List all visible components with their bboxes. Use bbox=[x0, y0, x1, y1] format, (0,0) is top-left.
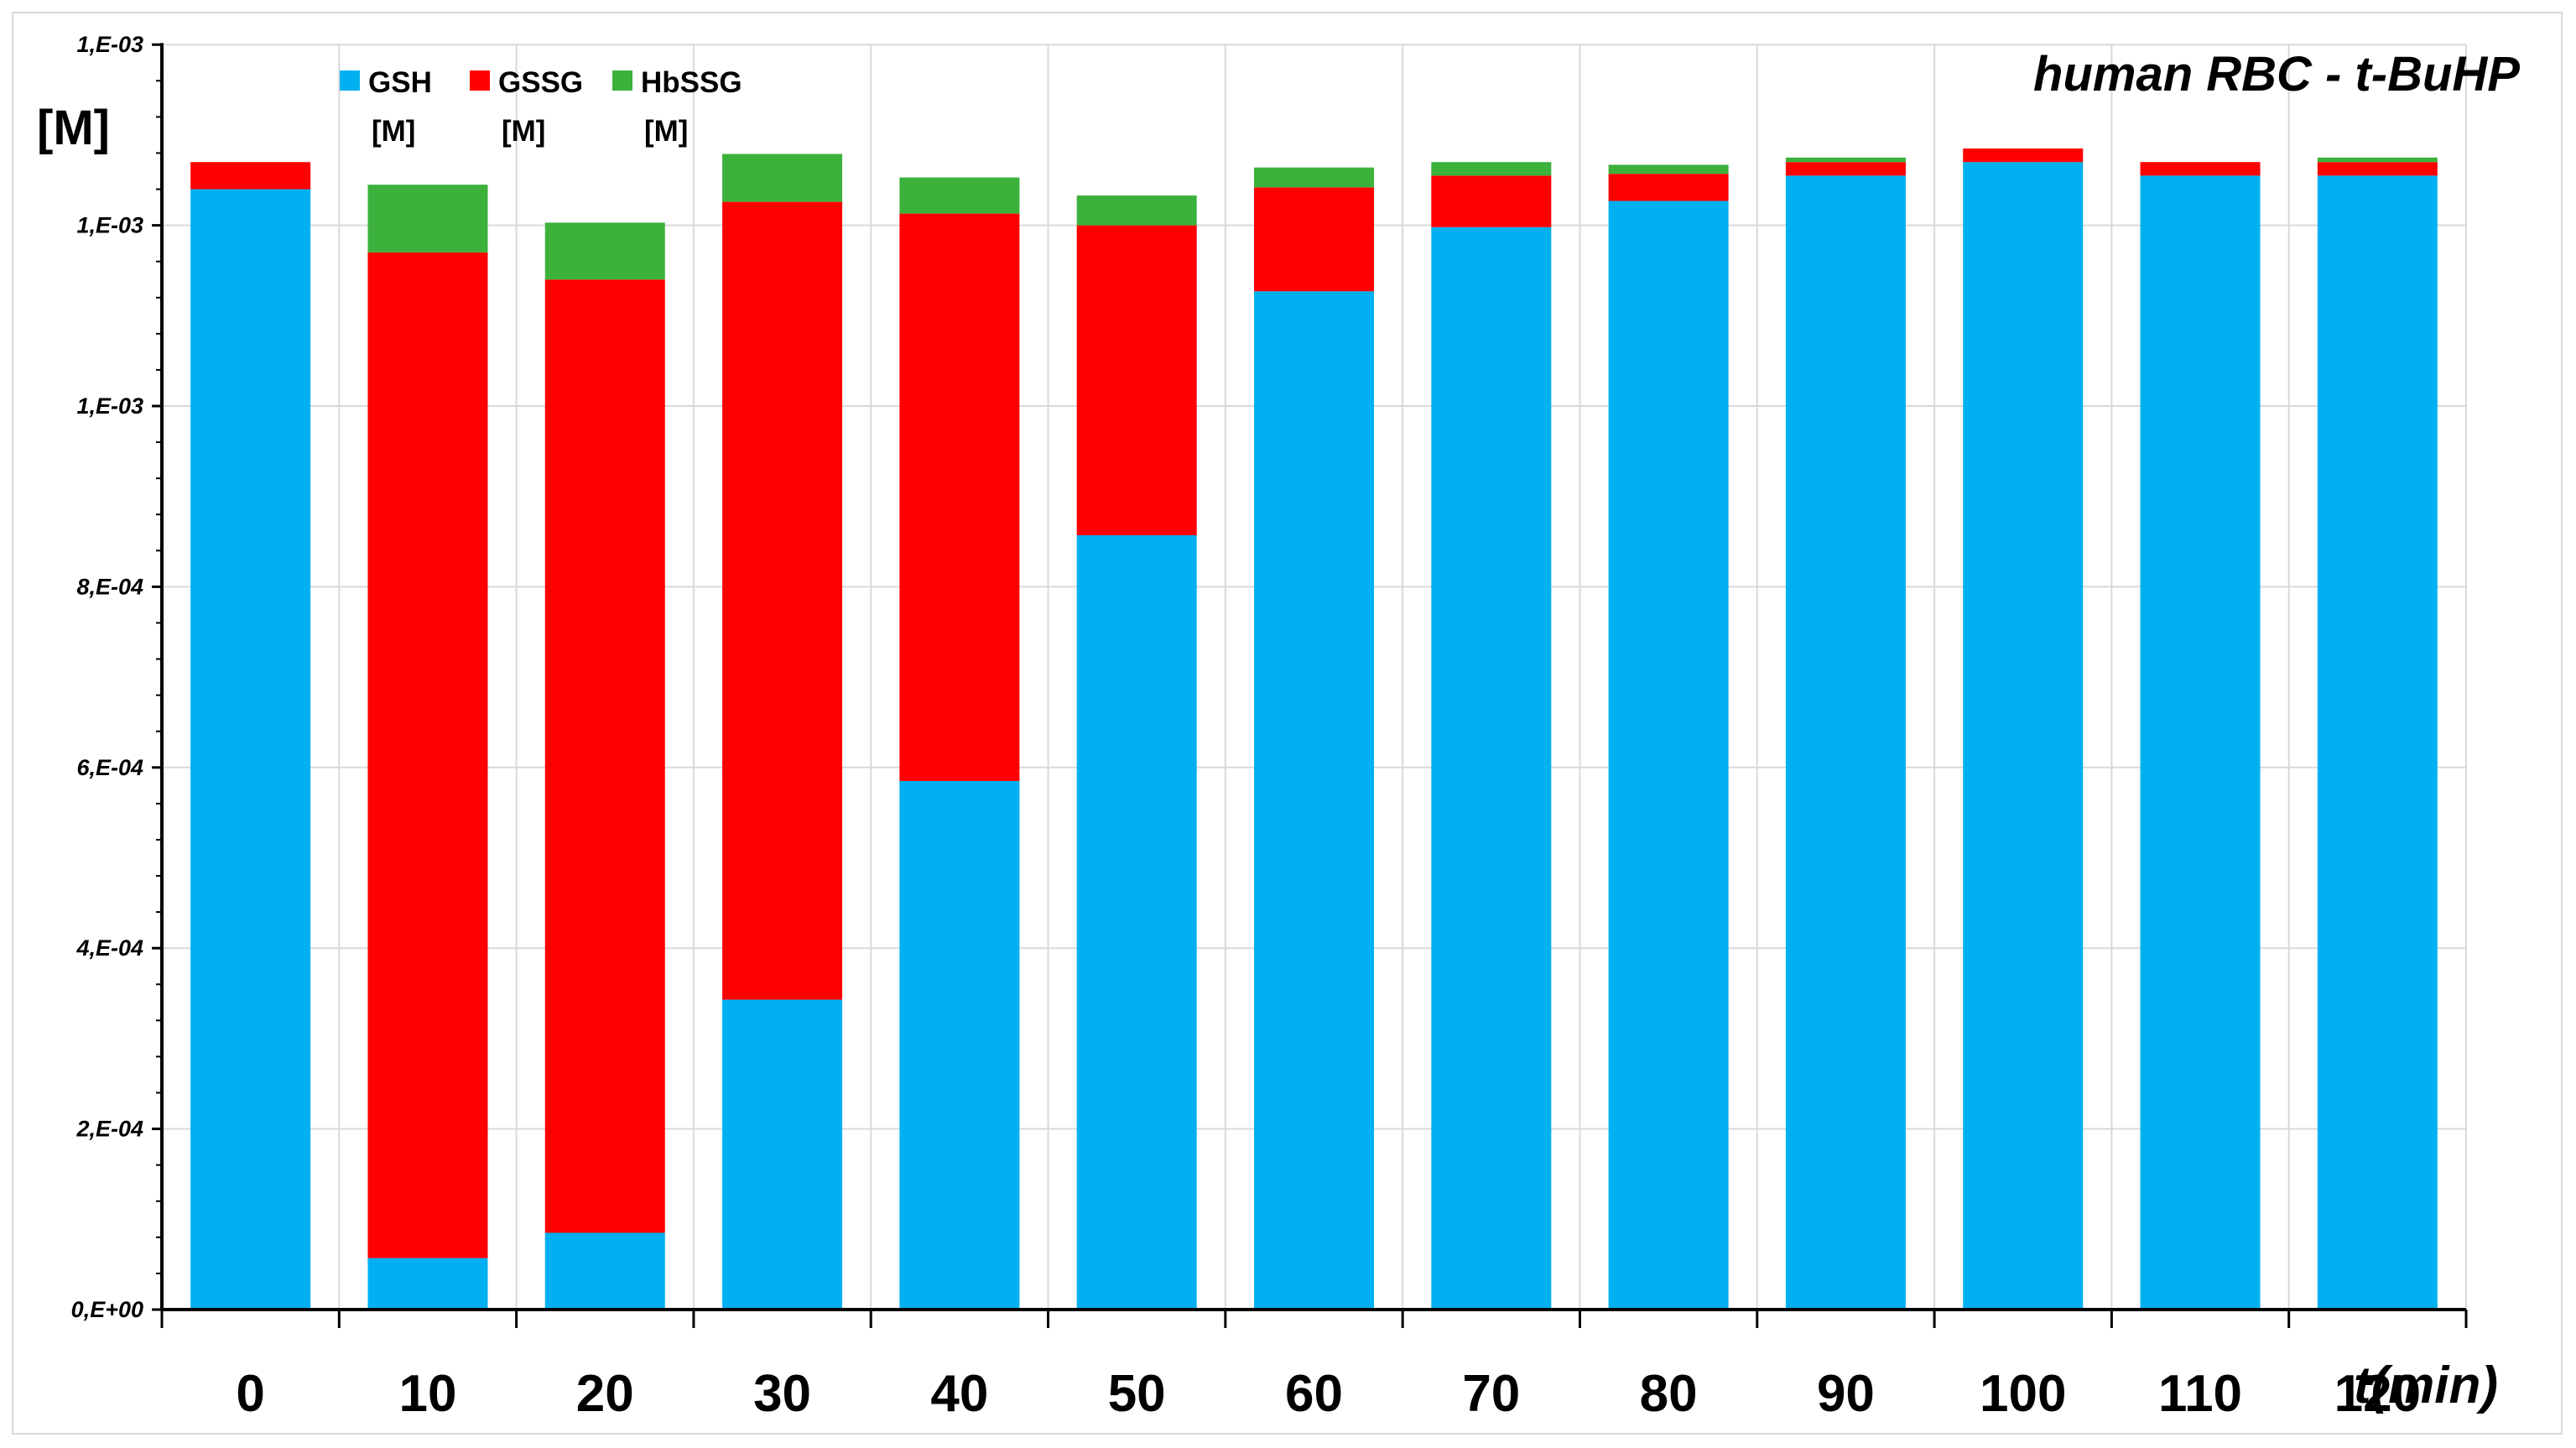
bar-gsh-120 bbox=[2317, 175, 2438, 1310]
x-tick-label: 0 bbox=[236, 1365, 264, 1423]
bar-hbssg-50 bbox=[1076, 195, 1197, 226]
bar-hbssg-60 bbox=[1254, 167, 1374, 188]
bar-gsh-50 bbox=[1076, 535, 1197, 1310]
y-tick-label: 1,E-03 bbox=[76, 393, 143, 419]
x-tick-label: 100 bbox=[1980, 1365, 2066, 1423]
x-tick-label: 50 bbox=[1108, 1365, 1166, 1423]
bar-hbssg-20 bbox=[544, 222, 665, 280]
y-tick-label: 8,E-04 bbox=[76, 574, 143, 599]
x-tick-label: 20 bbox=[576, 1365, 634, 1423]
legend-label-hbssg: HbSSG bbox=[641, 66, 742, 99]
bars bbox=[190, 148, 2438, 1310]
y-tick-label: 1,E-03 bbox=[76, 213, 143, 238]
legend-swatch-gssg bbox=[470, 70, 490, 91]
bar-gsh-40 bbox=[899, 780, 1020, 1310]
bar-hbssg-30 bbox=[722, 154, 843, 202]
y-tick-labels: 0,E+00 2,E-04 4,E-04 6,E-04 8,E-04 1,E-03 1,E-… bbox=[71, 32, 143, 1322]
bar-gssg-80 bbox=[1608, 174, 1729, 201]
bar-gssg-100 bbox=[1963, 148, 2084, 163]
bar-gssg-20 bbox=[544, 279, 665, 1233]
bar-gsh-110 bbox=[2140, 175, 2261, 1310]
bar-gsh-60 bbox=[1254, 291, 1374, 1310]
bar-hbssg-90 bbox=[1785, 157, 1906, 163]
x-tick-label: 70 bbox=[1462, 1365, 1520, 1423]
bar-gssg-60 bbox=[1254, 187, 1374, 292]
bar-gsh-0 bbox=[190, 189, 311, 1310]
x-tick-label: 110 bbox=[2158, 1365, 2242, 1423]
legend-unit-gssg: [M] bbox=[502, 115, 545, 148]
y-tick-label: 2,E-04 bbox=[75, 1117, 143, 1142]
x-axis-label: t(min) bbox=[2354, 1357, 2498, 1414]
y-tick-label: 0,E+00 bbox=[71, 1297, 143, 1322]
bar-gsh-30 bbox=[722, 999, 843, 1310]
legend: GSH [M] GSSG [M] HbSSG [M] bbox=[340, 66, 742, 148]
bar-gssg-10 bbox=[367, 252, 488, 1258]
bar-hbssg-120 bbox=[2317, 157, 2438, 163]
bar-gssg-90 bbox=[1785, 162, 1906, 176]
x-tick-labels: 0 10 20 30 40 50 60 70 80 90 100 110 120 bbox=[236, 1365, 2421, 1423]
y-tick-label: 6,E-04 bbox=[76, 755, 143, 780]
bar-gssg-120 bbox=[2317, 162, 2438, 176]
axes bbox=[152, 43, 2468, 1328]
x-tick-label: 10 bbox=[398, 1365, 456, 1423]
bar-gsh-20 bbox=[544, 1232, 665, 1310]
x-tick-label: 90 bbox=[1817, 1365, 1875, 1423]
y-axis-label: [M] bbox=[37, 101, 110, 155]
bar-hbssg-40 bbox=[899, 177, 1020, 214]
legend-swatch-hbssg bbox=[612, 70, 632, 91]
x-tick-label: 120 bbox=[2334, 1365, 2421, 1423]
bar-gsh-70 bbox=[1431, 227, 1552, 1310]
bar-gssg-40 bbox=[899, 213, 1020, 781]
x-tick-label: 60 bbox=[1285, 1365, 1343, 1423]
bar-gsh-100 bbox=[1963, 162, 2084, 1310]
x-tick-label: 40 bbox=[930, 1365, 988, 1423]
legend-unit-hbssg: [M] bbox=[644, 115, 688, 148]
x-tick-label: 80 bbox=[1640, 1365, 1698, 1423]
bar-gsh-90 bbox=[1785, 175, 1906, 1310]
x-tick-label: 30 bbox=[753, 1365, 811, 1423]
bar-hbssg-70 bbox=[1431, 162, 1552, 176]
bar-hbssg-10 bbox=[367, 185, 488, 253]
bar-gssg-110 bbox=[2140, 162, 2261, 176]
legend-swatch-gsh bbox=[340, 70, 360, 91]
chart-title: human RBC - t-BuHP bbox=[2033, 47, 2520, 102]
y-tick-label: 1,E-03 bbox=[76, 32, 143, 57]
bar-hbssg-80 bbox=[1608, 164, 1729, 174]
legend-label-gssg: GSSG bbox=[498, 66, 583, 99]
chart-frame bbox=[12, 12, 2563, 1435]
bar-gssg-50 bbox=[1076, 225, 1197, 536]
bar-gssg-30 bbox=[722, 201, 843, 1000]
bar-gsh-10 bbox=[367, 1258, 488, 1310]
bar-gssg-70 bbox=[1431, 175, 1552, 227]
legend-label-gsh: GSH bbox=[368, 66, 432, 99]
bar-gssg-0 bbox=[190, 162, 311, 190]
legend-unit-gsh: [M] bbox=[372, 115, 415, 148]
bar-gsh-80 bbox=[1608, 201, 1729, 1310]
y-tick-label: 4,E-04 bbox=[75, 935, 143, 961]
